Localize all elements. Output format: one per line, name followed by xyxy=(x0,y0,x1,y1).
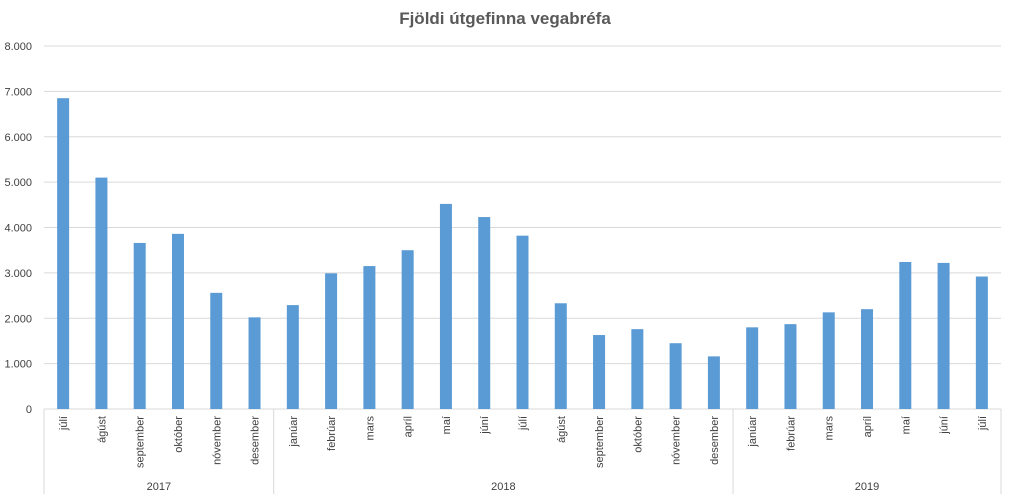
bar xyxy=(631,329,644,409)
y-tick-label: 5.000 xyxy=(4,177,32,189)
bar xyxy=(171,233,184,409)
bar xyxy=(593,335,606,409)
bar xyxy=(975,276,988,409)
year-group-label: 2019 xyxy=(855,481,879,493)
x-tick-label: september xyxy=(135,416,147,468)
bar xyxy=(669,343,682,409)
year-group-label: 2017 xyxy=(147,481,171,493)
bar xyxy=(746,327,759,409)
x-tick-label: mars xyxy=(364,416,376,441)
x-tick-label: desember xyxy=(250,416,262,465)
bar xyxy=(95,177,108,409)
x-tick-label: september xyxy=(594,416,606,468)
y-tick-label: 7.000 xyxy=(4,86,32,98)
y-tick-label: 0 xyxy=(26,404,32,416)
y-tick-label: 6.000 xyxy=(4,132,32,144)
y-tick-label: 4.000 xyxy=(4,223,32,235)
x-tick-label: ágúst xyxy=(556,416,568,443)
bar xyxy=(248,317,261,409)
x-tick-label: maí xyxy=(900,416,912,434)
x-tick-label: mars xyxy=(824,416,836,441)
x-tick-label: janúar xyxy=(747,416,759,448)
x-tick-label: júní xyxy=(939,416,951,435)
bar xyxy=(784,324,797,409)
bar xyxy=(439,203,452,409)
x-tick-label: maí xyxy=(441,416,453,434)
x-tick-label: nóvember xyxy=(671,416,683,465)
x-tick-label: apríl xyxy=(403,416,415,437)
year-group-label: 2018 xyxy=(491,481,515,493)
bar xyxy=(516,235,529,409)
x-tick-label: júlí xyxy=(518,416,530,431)
y-tick-label: 8.000 xyxy=(4,41,32,53)
chart-title: Fjöldi útgefinna vegabréfa xyxy=(399,9,611,28)
y-tick-label: 1.000 xyxy=(4,359,32,371)
bar xyxy=(401,250,414,409)
y-tick-label: 3.000 xyxy=(4,268,32,280)
y-tick-label: 2.000 xyxy=(4,313,32,325)
bar xyxy=(363,266,376,409)
x-tick-label: október xyxy=(632,416,644,453)
bar xyxy=(822,312,835,409)
x-tick-label: apríl xyxy=(862,416,874,437)
bar xyxy=(57,98,70,410)
bar xyxy=(554,303,567,409)
x-tick-label: janúar xyxy=(288,416,300,448)
x-tick-label: júlí xyxy=(977,416,989,431)
bar xyxy=(286,305,299,409)
bar xyxy=(707,356,720,409)
bar xyxy=(478,217,491,409)
x-tick-label: febrúar xyxy=(326,416,338,451)
bar xyxy=(325,273,338,409)
bar xyxy=(861,309,874,409)
x-tick-label: júlí xyxy=(58,416,70,431)
bar xyxy=(133,242,146,409)
x-tick-label: júní xyxy=(479,416,491,435)
x-tick-label: febrúar xyxy=(785,416,797,451)
x-tick-label: ágúst xyxy=(96,416,108,443)
bar xyxy=(210,292,223,409)
bar xyxy=(937,262,950,409)
x-tick-label: október xyxy=(173,416,185,453)
x-tick-label: desember xyxy=(709,416,721,465)
x-tick-label: nóvember xyxy=(211,416,223,465)
bar xyxy=(899,261,912,409)
